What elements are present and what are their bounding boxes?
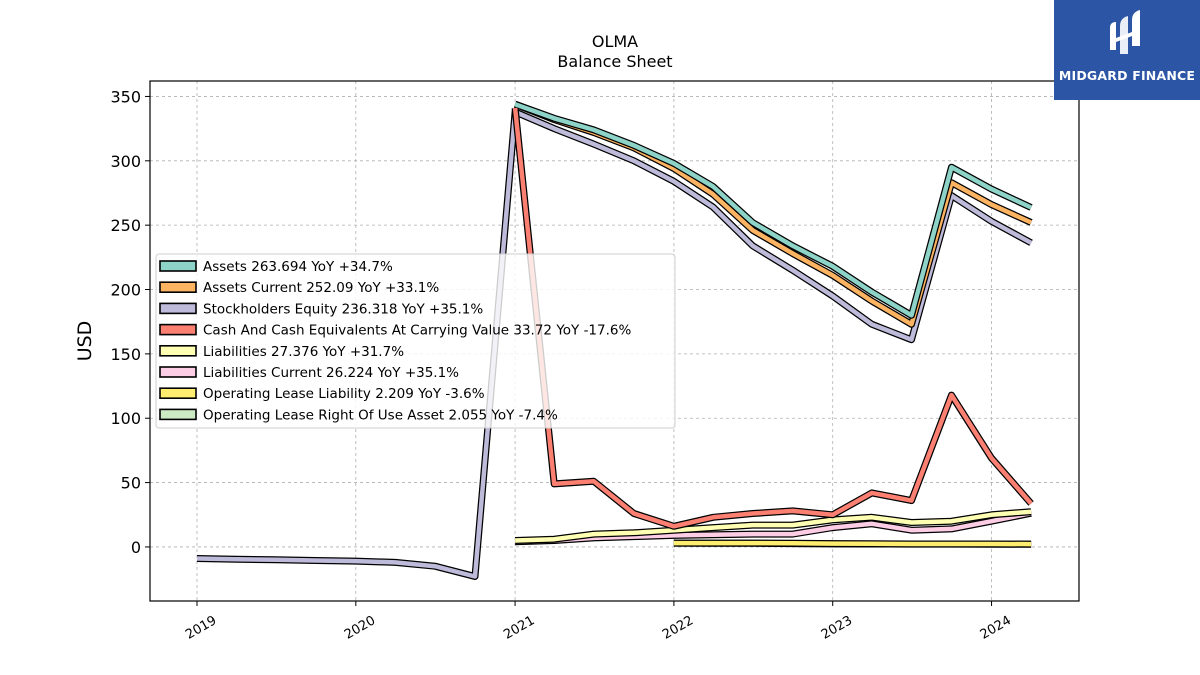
series-line-5 (514, 509, 1032, 546)
logo-mark-icon (1110, 10, 1140, 54)
legend-label: Assets 263.694 YoY +34.7% (203, 259, 393, 275)
legend: Assets 263.694 YoY +34.7% Assets Current … (155, 253, 676, 429)
series-line-4 (514, 508, 1032, 544)
legend-swatch (159, 260, 197, 272)
midgard-finance-logo: MIDGARD FINANCE (1054, 0, 1200, 100)
legend-swatch (159, 387, 197, 400)
series-line-2 (196, 108, 1033, 580)
y-tick-label: 150 (110, 345, 141, 364)
x-tick-label: 2024 (978, 613, 1014, 643)
chart-subtitle: Balance Sheet (557, 52, 672, 71)
plot-frame (149, 80, 1080, 602)
chart-title: OLMA (592, 32, 638, 51)
y-tick-label: 250 (110, 216, 141, 235)
legend-swatch (159, 344, 197, 357)
x-tick-label: 2019 (183, 613, 219, 643)
y-tick-label: 200 (110, 281, 141, 300)
legend-swatch (159, 323, 197, 336)
series-line-3 (511, 107, 1034, 530)
y-tick-label: 50 (121, 474, 141, 493)
legend-label: Operating Lease Right Of Use Asset 2.055… (203, 407, 558, 423)
x-tick-label: 2020 (342, 613, 378, 643)
x-tick-label: 2021 (501, 613, 537, 643)
legend-label: Stockholders Equity 236.318 YoY +35.1% (203, 301, 483, 317)
legend-label: Operating Lease Liability 2.209 YoY -3.6… (203, 386, 485, 402)
series-line-6 (673, 539, 1032, 548)
x-tick-label: 2022 (660, 613, 696, 643)
series-line-0 (513, 100, 1033, 319)
legend-swatch (159, 302, 197, 315)
legend-label: Liabilities 27.376 YoY +31.7% (203, 344, 404, 360)
legend-label: Liabilities Current 26.224 YoY +35.1% (203, 365, 459, 381)
legend-swatch (159, 281, 197, 294)
legend-label: Cash And Cash Equivalents At Carrying Va… (203, 323, 631, 339)
y-tick-label: 350 (110, 87, 141, 106)
brand-name: MIDGARD FINANCE (1058, 68, 1196, 83)
y-axis-label: USD (74, 321, 96, 362)
legend-label: Assets Current 252.09 YoY +33.1% (203, 280, 439, 296)
x-axis-ticks: 2019 2020 2021 2022 2023 2024 (183, 601, 1014, 643)
series-lines (196, 100, 1034, 580)
x-tick-label: 2023 (819, 613, 855, 643)
legend-swatch (159, 408, 197, 421)
legend-swatch (159, 366, 197, 378)
y-tick-label: 300 (110, 152, 141, 171)
y-axis-ticks: 0 50 100 150 200 250 300 350 (110, 87, 150, 557)
y-tick-label: 0 (131, 538, 141, 557)
y-tick-label: 100 (110, 409, 141, 428)
legend-box (155, 253, 676, 429)
